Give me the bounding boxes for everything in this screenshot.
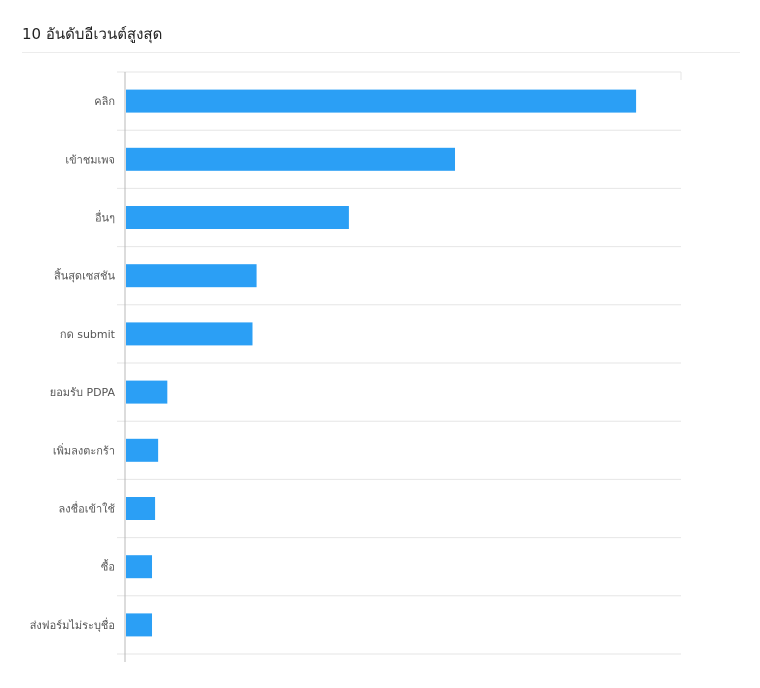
bar (126, 206, 349, 229)
category-label: ส่งฟอร์มไม่ระบุชื่อ (30, 617, 115, 632)
category-label: ลงชื่อเข้าใช้ (59, 501, 115, 516)
bar (126, 497, 156, 520)
bar (126, 322, 253, 346)
bar (126, 380, 168, 404)
category-label: อื่นๆ (95, 210, 115, 225)
bar (126, 438, 159, 462)
category-label: เพิ่มลงตะกร้า (53, 442, 115, 457)
bar (126, 264, 257, 288)
category-label: คลิก (94, 95, 115, 108)
category-label: กด submit (60, 328, 116, 341)
bar (126, 147, 456, 171)
category-label: เข้าชมเพจ (65, 153, 115, 166)
chart-title: 10 อันดับอีเวนต์สูงสุด (22, 25, 163, 43)
bar (126, 613, 153, 637)
category-label: ซื้อ (101, 559, 115, 574)
category-label: สิ้นสุดเซสชัน (54, 268, 116, 283)
bar (126, 555, 153, 579)
category-label: ยอมรับ PDPA (50, 386, 116, 399)
title-divider (22, 52, 740, 53)
bar (126, 89, 637, 113)
